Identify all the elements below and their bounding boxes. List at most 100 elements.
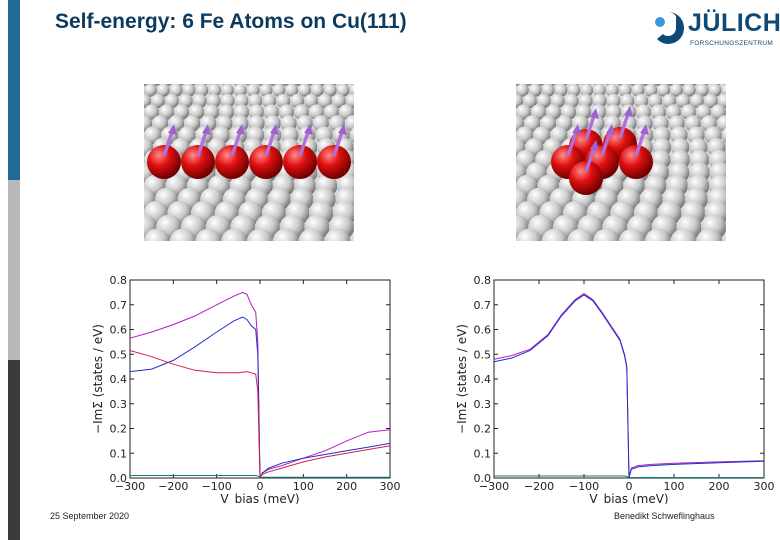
spin-arrow-head (606, 124, 615, 135)
side-bar-grey (8, 180, 20, 360)
x-tick-label: 0 (626, 480, 633, 493)
y-tick-label: 0.2 (474, 423, 492, 436)
x-tick-label: −100 (202, 480, 232, 493)
cu-atom (144, 228, 171, 241)
cu-atom (516, 84, 521, 86)
y-tick-label: 0.2 (110, 423, 128, 436)
plot-frame (493, 279, 765, 479)
cu-atom (220, 84, 234, 97)
cu-atom (259, 84, 273, 97)
series-line-4 (130, 475, 390, 478)
y-tick-label: 0.6 (474, 324, 492, 337)
cu-atom (644, 228, 671, 241)
cu-atom (144, 93, 152, 109)
x-axis-label: V_bias (meV) (220, 492, 299, 504)
side-bar-dark (8, 360, 20, 540)
spin-arrow-head (236, 124, 245, 135)
y-tick-label: 0.7 (110, 299, 128, 312)
cu-atom (144, 104, 160, 120)
cu-atom (528, 84, 542, 97)
cu-atom (721, 84, 726, 97)
spin-arrow (332, 131, 344, 157)
fe-atom (317, 145, 351, 179)
cu-atom (248, 93, 263, 109)
fe-atom (283, 145, 317, 179)
cu-atom (670, 84, 683, 97)
cu-atom (331, 93, 346, 109)
spin-arrow (162, 131, 174, 157)
spin-arrow-head (338, 124, 347, 135)
spin-arrow-head (168, 124, 177, 135)
cu-atom (593, 228, 620, 241)
y-tick-label: 0.1 (474, 447, 492, 460)
cu-atom (541, 84, 555, 97)
series-line-3 (494, 475, 764, 478)
juelich-logo: JÜLICH FORSCHUNGSZENTRUM (650, 8, 780, 52)
spin-arrow-head (202, 124, 211, 135)
slide-title: Self-energy: 6 Fe Atoms on Cu(111) (55, 10, 407, 33)
cu-atom (349, 232, 354, 241)
series-line-1 (129, 291, 391, 478)
cu-atom (195, 228, 222, 241)
cu-atom (605, 84, 619, 97)
cu-atom (541, 228, 568, 241)
cu-atom (618, 84, 632, 97)
spin-arrow-head (572, 124, 581, 135)
cu-atom (696, 228, 723, 241)
fe-cluster-image (516, 84, 726, 241)
side-bar-blue (8, 0, 20, 180)
cu-atom (310, 84, 324, 97)
logo-subtitle: FORSCHUNGSZENTRUM (690, 40, 774, 47)
spin-arrow (634, 131, 646, 157)
y-tick-label: 0.3 (110, 398, 128, 411)
cu-atom (708, 84, 722, 97)
x-tick-label: 100 (664, 480, 685, 493)
cu-atom (689, 93, 704, 109)
cu-atom (144, 84, 149, 86)
cu-atom (644, 84, 658, 97)
spin-arrow (618, 113, 630, 139)
spin-arrow-head (640, 124, 649, 135)
x-tick-label: 300 (754, 480, 775, 493)
y-tick-label: 0.5 (110, 348, 128, 361)
cu-atom (336, 84, 350, 97)
cu-atom (682, 84, 696, 97)
cu-atom (208, 84, 222, 97)
fe-chain-image (144, 84, 354, 241)
cu-atom (721, 127, 726, 143)
x-tick-label: 200 (336, 480, 357, 493)
spin-arrow (584, 115, 596, 141)
spin-arrow (298, 131, 310, 157)
x-axis-label: V_bias (meV) (589, 492, 668, 504)
spin-arrow (566, 131, 578, 157)
x-tick-label: −100 (569, 480, 599, 493)
cu-atom (150, 93, 165, 109)
footer-date: 25 September 2020 (50, 511, 130, 521)
y-tick-label: 0.1 (110, 447, 128, 460)
series-line-1 (493, 292, 765, 478)
cu-atom (516, 84, 529, 97)
x-tick-label: −200 (158, 480, 188, 493)
spin-arrow-head (304, 124, 313, 135)
cu-atom (234, 93, 249, 109)
cu-atom (657, 84, 671, 97)
cu-atom (272, 228, 299, 241)
cu-atom (246, 228, 274, 241)
cu-atom (323, 84, 337, 97)
cu-atom (344, 115, 354, 132)
fe-atom (619, 145, 653, 179)
cu-atom (580, 84, 594, 97)
cu-atom (703, 93, 718, 109)
cu-atom (695, 84, 709, 97)
cu-atom (675, 93, 691, 109)
y-tick-label: 0.4 (110, 373, 128, 386)
fe-atom (569, 161, 603, 195)
cu-atom (349, 84, 354, 97)
cu-atom (516, 104, 532, 120)
y-axis-label: −ImΣ (states / eV) (91, 324, 105, 434)
cu-atom (349, 127, 354, 143)
cu-atom (516, 228, 543, 241)
x-tick-label: 300 (380, 480, 401, 493)
cu-atom (620, 93, 635, 109)
cu-atom (303, 93, 319, 109)
